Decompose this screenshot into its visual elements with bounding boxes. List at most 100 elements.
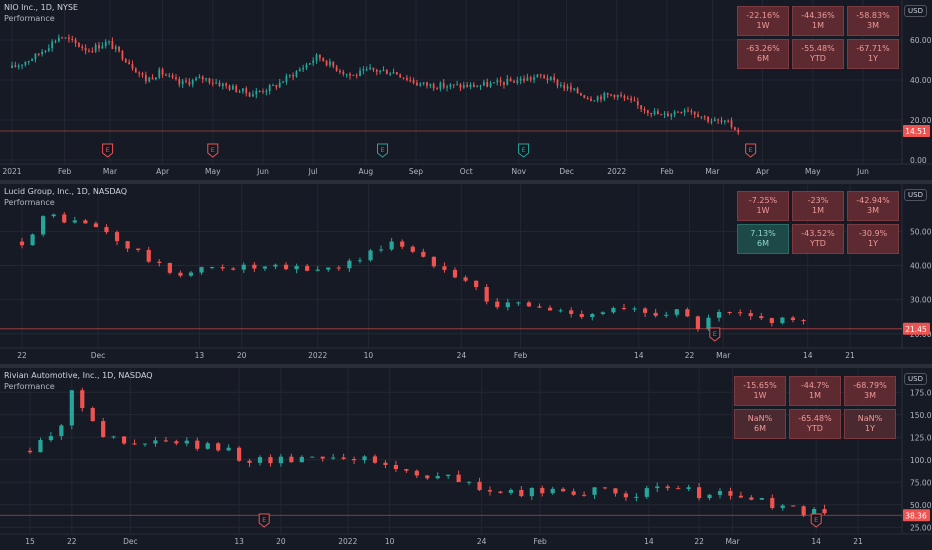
- nio-chart-svg[interactable]: 60.00 40.00 20.00 0.00 2021 Feb Mar Apr May Jun Ju…: [0, 0, 932, 180]
- x-tick-label: Sep: [409, 167, 423, 176]
- candle-body: [559, 85, 562, 87]
- performance-period: 1W: [753, 391, 767, 400]
- candle-body: [208, 78, 211, 83]
- lucid-chart-title: Lucid Group, Inc., 1D, NASDAQ: [4, 187, 128, 196]
- candle-body: [315, 54, 318, 61]
- nio-chart-pane[interactable]: 60.00 40.00 20.00 0.00 2021 Feb Mar Apr May Jun Ju…: [0, 0, 932, 180]
- rivian-chart-pane[interactable]: 175.00 150.00 125.00 100.00 75.00 50.00 25.00 1…: [0, 368, 932, 550]
- lucid-chart-pane[interactable]: 50.0040.0030.0020.0022Dec132020221024Feb…: [0, 184, 932, 364]
- pane-divider[interactable]: [0, 180, 932, 184]
- rivian-performance-grid: -15.65% 1W -44.7% 1M -68.79% 3M NaN% 6M -65.48% Y…: [734, 376, 896, 439]
- candle-body: [283, 264, 289, 270]
- candle-body: [442, 82, 445, 88]
- candle-body: [184, 440, 189, 444]
- candle-body: [633, 100, 636, 102]
- candle-body: [389, 73, 392, 75]
- candle-body: [31, 59, 33, 62]
- candle-body: [706, 317, 711, 329]
- x-tick-label: 2022: [607, 167, 626, 176]
- candle-body: [695, 316, 701, 329]
- candle-body: [332, 61, 335, 67]
- candle-body: [680, 112, 683, 114]
- candle-body: [456, 474, 461, 483]
- y-tick-label: 60.00: [910, 36, 932, 45]
- candle-body: [121, 50, 124, 60]
- candle-body: [759, 498, 764, 500]
- candle-body: [268, 85, 271, 91]
- x-tick-label: Mar: [705, 167, 720, 176]
- earnings-marker[interactable]: E: [258, 513, 270, 528]
- rivian-performance-label: Performance: [4, 382, 55, 391]
- candle-body: [231, 86, 234, 90]
- x-tick-label: 13: [195, 351, 205, 360]
- last-price-badge: [903, 322, 930, 335]
- candle-body: [489, 83, 492, 87]
- candle-body: [108, 41, 110, 43]
- candle-body: [389, 241, 394, 250]
- candle-body: [171, 75, 174, 78]
- performance-cell-6m: 7.13% 6M: [737, 224, 789, 254]
- performance-value: -43.52%: [801, 229, 835, 238]
- candle-body: [693, 111, 696, 115]
- candle-body: [727, 311, 732, 313]
- earnings-marker[interactable]: E: [745, 143, 757, 158]
- performance-value: -15.65%: [743, 381, 777, 390]
- candle-body: [410, 246, 415, 252]
- candle-body: [630, 98, 633, 101]
- earnings-marker[interactable]: E: [518, 143, 530, 158]
- candle-body: [643, 308, 648, 313]
- candle-body: [282, 81, 284, 83]
- candle-body: [466, 85, 469, 88]
- candle-body: [278, 82, 281, 88]
- candle-body: [195, 78, 197, 80]
- candle-body: [383, 462, 388, 465]
- nio-currency-label[interactable]: USD: [904, 5, 927, 17]
- candle-body: [710, 121, 713, 123]
- candle-body: [257, 457, 263, 463]
- candle-body: [104, 227, 109, 233]
- candle-body: [252, 94, 254, 97]
- x-tick-label: Feb: [660, 167, 674, 176]
- y-tick-label: 175.00: [910, 388, 932, 397]
- candle-body: [452, 84, 455, 86]
- candle-body: [487, 490, 493, 492]
- performance-period: 1Y: [865, 424, 875, 433]
- candle-body: [646, 110, 649, 113]
- candle-body: [144, 75, 147, 82]
- candle-body: [636, 101, 639, 106]
- earnings-marker[interactable]: E: [810, 513, 822, 528]
- candle-body: [402, 77, 405, 79]
- candle-body: [493, 82, 495, 84]
- earnings-marker[interactable]: E: [709, 327, 721, 342]
- earnings-marker[interactable]: E: [377, 143, 389, 158]
- candle-body: [822, 508, 827, 514]
- candle-body: [404, 469, 409, 471]
- candle-body: [482, 82, 485, 86]
- candle-body: [653, 312, 658, 316]
- candle-body: [581, 494, 587, 496]
- candle-body: [94, 44, 97, 52]
- x-tick-label: Jun: [856, 167, 869, 176]
- earnings-marker[interactable]: E: [207, 143, 219, 158]
- candle-body: [37, 53, 40, 55]
- performance-period: 1W: [756, 21, 770, 30]
- candle-body: [508, 489, 514, 493]
- lucid-chart-svg[interactable]: 50.0040.0030.0020.0022Dec132020221024Feb…: [0, 184, 932, 364]
- x-tick-label: 22: [685, 351, 695, 360]
- rivian-currency-label[interactable]: USD: [904, 373, 927, 385]
- lucid-currency-label[interactable]: USD: [904, 189, 927, 201]
- candle-body: [620, 94, 622, 97]
- x-tick-label: Apr: [756, 167, 770, 176]
- candle-body: [653, 111, 656, 115]
- y-tick-label: 20.00: [910, 116, 932, 125]
- earnings-marker[interactable]: E: [102, 143, 114, 158]
- candle-body: [299, 456, 304, 463]
- svg-text:E: E: [749, 146, 753, 154]
- performance-cell-3m: -68.79% 3M: [844, 376, 896, 406]
- pane-divider[interactable]: [0, 364, 932, 368]
- candle-body: [516, 80, 519, 83]
- candle-body: [27, 450, 33, 453]
- candle-body: [351, 459, 357, 461]
- svg-text:E: E: [211, 146, 215, 154]
- candle-body: [315, 269, 320, 271]
